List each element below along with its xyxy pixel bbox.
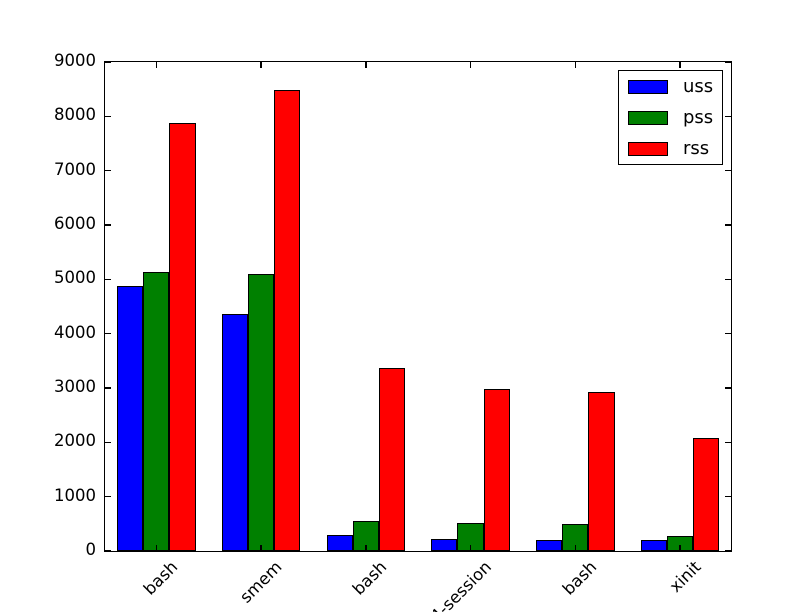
legend-label-pss: pss	[683, 106, 714, 128]
legend-label-uss: uss	[683, 75, 714, 97]
y-tick-label-1000: 1000	[54, 485, 96, 505]
legend-swatch-uss	[628, 80, 668, 94]
bar-pss-bash	[562, 523, 589, 551]
x-tick-label-0: bash	[139, 557, 182, 599]
bar-uss-bash	[326, 535, 353, 551]
x-tick-label-1: smem	[236, 557, 286, 607]
x-tick-label-3: xfce4-session	[402, 557, 496, 612]
y-tick-label-8000: 8000	[54, 105, 96, 125]
y-tick-label-3000: 3000	[54, 377, 96, 396]
bar-uss-xinit	[640, 540, 667, 551]
bar-rss-bash	[378, 368, 406, 551]
bar-rss-smem	[274, 89, 301, 551]
x-tick-label-2: bash	[349, 557, 391, 599]
legend-item-rss: rss	[628, 137, 722, 159]
bar-pss-xfce4-session	[457, 523, 484, 551]
legend-item-uss: uss	[628, 75, 722, 97]
bar-pss-bash	[352, 521, 379, 551]
bars-layer	[105, 62, 731, 551]
y-tick-label-9000: 9000	[54, 51, 96, 70]
bar-uss-bash	[117, 286, 144, 551]
x-tick-label-5: xinit	[665, 557, 705, 597]
legend-item-pss: pss	[628, 106, 722, 128]
legend-label-rss: rss	[683, 137, 710, 159]
y-tick-label-2000: 2000	[54, 431, 96, 451]
bar-pss-bash	[143, 272, 170, 551]
bar-rss-xfce4-session	[483, 388, 510, 551]
y-tick-label-5000: 5000	[54, 268, 96, 288]
bar-uss-bash	[536, 540, 563, 551]
y-tick-label-7000: 7000	[54, 159, 96, 179]
legend: uss pss rss	[618, 70, 723, 165]
y-tick-label-6000: 6000	[54, 214, 96, 233]
y-tick-label-0: 0	[85, 540, 97, 559]
bar-rss-xinit	[693, 438, 720, 551]
y-tick-label-4000: 4000	[54, 322, 96, 342]
legend-swatch-pss	[628, 111, 668, 125]
bar-rss-bash	[588, 391, 615, 551]
x-tick-label-4: bash	[558, 557, 601, 599]
bar-uss-smem	[221, 314, 248, 551]
bar-rss-bash	[169, 122, 196, 551]
bar-uss-xfce4-session	[431, 538, 458, 551]
legend-swatch-rss	[628, 142, 668, 156]
bar-pss-xinit	[666, 535, 694, 551]
bar-pss-smem	[247, 274, 275, 551]
